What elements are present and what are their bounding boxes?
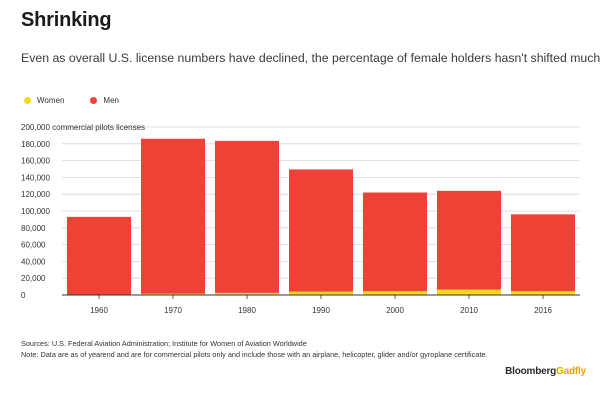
chart-subtitle: Even as overall U.S. license numbers hav… [21, 51, 601, 65]
y-tick-label: 140,000 [21, 173, 50, 182]
x-tick-label: 1960 [90, 306, 108, 315]
footer-notes: Sources: U.S. Federal Aviation Administr… [21, 338, 491, 360]
bar-women-1970 [141, 293, 205, 295]
bar-women-2000 [363, 291, 427, 295]
bar-women-2016 [511, 291, 575, 295]
bar-women-1980 [215, 292, 279, 295]
bar-men-1960 [67, 216, 131, 295]
y-tick-label: 100,000 [21, 207, 50, 216]
legend-item-men: Men [90, 96, 119, 105]
legend: Women Men [24, 96, 119, 105]
x-tick-label: 1980 [238, 306, 256, 315]
chart-title: Shrinking [21, 9, 112, 31]
brand-suffix: Gadfly [556, 366, 586, 377]
x-tick-label: 1990 [312, 306, 330, 315]
bar-men-1970 [141, 138, 205, 294]
y-tick-label: 20,000 [21, 274, 46, 283]
bar-men-1990 [289, 169, 353, 292]
y-tick-label: 180,000 [21, 140, 50, 149]
bar-men-2016 [511, 214, 575, 292]
x-tick-label: 1970 [164, 306, 182, 315]
y-tick-label: 120,000 [21, 190, 50, 199]
legend-label-men: Men [103, 96, 119, 105]
bar-women-1990 [289, 291, 353, 295]
y-tick-label: 160,000 [21, 157, 50, 166]
legend-label-women: Women [37, 96, 65, 105]
brand-name: Bloomberg [505, 366, 557, 377]
legend-item-women: Women [24, 96, 64, 105]
x-tick-label: 2000 [386, 306, 404, 315]
bar-women-2010 [437, 289, 501, 295]
legend-swatch-women [24, 97, 31, 104]
y-tick-label: 60,000 [21, 241, 46, 250]
brand-logo: BloombergGadfly [505, 366, 586, 377]
legend-swatch-men [90, 97, 98, 104]
x-tick-label: 2016 [534, 306, 552, 315]
bar-men-2000 [363, 192, 427, 292]
bar-men-2010 [437, 190, 501, 290]
note-text: Note: Data are as of yearend and are for… [21, 350, 488, 359]
y-tick-label: 40,000 [21, 257, 46, 266]
y-tick-label: 80,000 [21, 224, 46, 233]
x-tick-label: 2010 [460, 306, 478, 315]
bar-men-1980 [215, 140, 279, 293]
y-tick-label: 0 [21, 291, 26, 300]
y-tick-label: 200,000 commercial pilots licenses [21, 123, 145, 132]
bar-chart: 0 20,000 40,000 60,000 80,000 100,000 120,000 1… [21, 123, 580, 315]
sources-text: Sources: U.S. Federal Aviation Administr… [21, 339, 307, 348]
